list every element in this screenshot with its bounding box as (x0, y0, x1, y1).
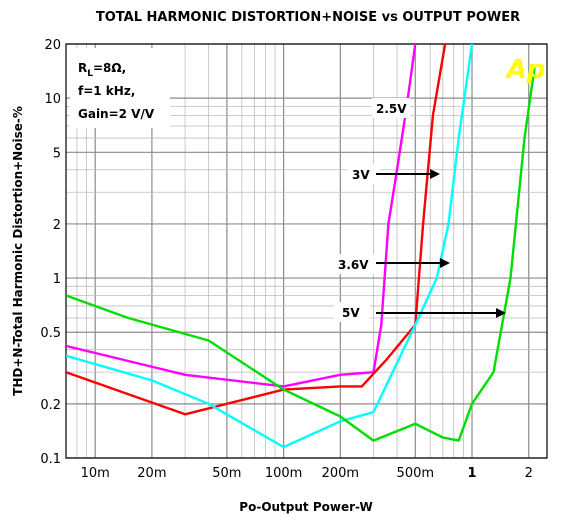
label-bg-3-6v (334, 254, 378, 274)
tick-labels: 10m 20m 50m 100m 200m 500m 1 2 0.1 0.2 0.5 1 2 5 10 20 (40, 38, 533, 481)
series-group (66, 44, 536, 449)
label-5v: 5V (342, 306, 360, 320)
x-tick-label: 20m (137, 466, 166, 481)
x-tick-label: 500m (397, 466, 434, 481)
arrowhead-3-6v (440, 258, 450, 268)
y-tick-label: 0.5 (40, 326, 61, 341)
label-2-5v: 2.5V (376, 102, 407, 116)
x-tick-label: 1 (467, 466, 476, 481)
label-bg-2-5v (372, 98, 410, 118)
condition-rl: RL=8Ω, (78, 61, 126, 79)
condition-gain: Gain=2 V/V (78, 107, 155, 121)
plot-frame (65, 43, 548, 459)
series-annotations: 2.5V 3V 3.6V 5V (334, 98, 506, 322)
y-tick-label: 5 (53, 146, 61, 161)
x-tick-label: 200m (322, 466, 359, 481)
series-line-5v (66, 66, 536, 442)
conditions-background (70, 48, 170, 128)
x-tick-label: 2 (525, 466, 533, 481)
y-tick-label: 1 (53, 272, 61, 287)
series-line-2-5v (66, 44, 417, 388)
y-tick-label: 10 (44, 92, 61, 107)
series-line-3-6v (66, 44, 474, 449)
y-tick-label: 0.2 (40, 398, 61, 413)
x-tick-label: 100m (265, 466, 302, 481)
label-3v: 3V (352, 168, 370, 182)
condition-frequency: f=1 kHz, (78, 84, 135, 98)
y-tick-label: 20 (44, 38, 61, 53)
x-tick-label: 50m (212, 466, 241, 481)
label-3-6v: 3.6V (338, 258, 369, 272)
label-bg-3v (348, 164, 380, 184)
arrowhead-5v (496, 308, 506, 318)
label-bg-5v (334, 302, 370, 322)
arrowhead-3v (430, 169, 440, 179)
chart-title: TOTAL HARMONIC DISTORTION+NOISE vs OUTPU… (96, 10, 520, 25)
y-tick-label: 0.1 (40, 452, 61, 467)
grid (65, 43, 547, 459)
x-axis-label: Po-Output Power-W (239, 500, 372, 514)
x-tick-label: 10m (81, 466, 110, 481)
y-tick-label: 2 (53, 218, 61, 233)
ap-logo: Ap (505, 55, 546, 85)
conditions-box: RL=8Ω, f=1 kHz, Gain=2 V/V (70, 48, 170, 128)
y-axis-label: THD+N-Total Harmonic Distortion+Noise-% (11, 106, 25, 396)
